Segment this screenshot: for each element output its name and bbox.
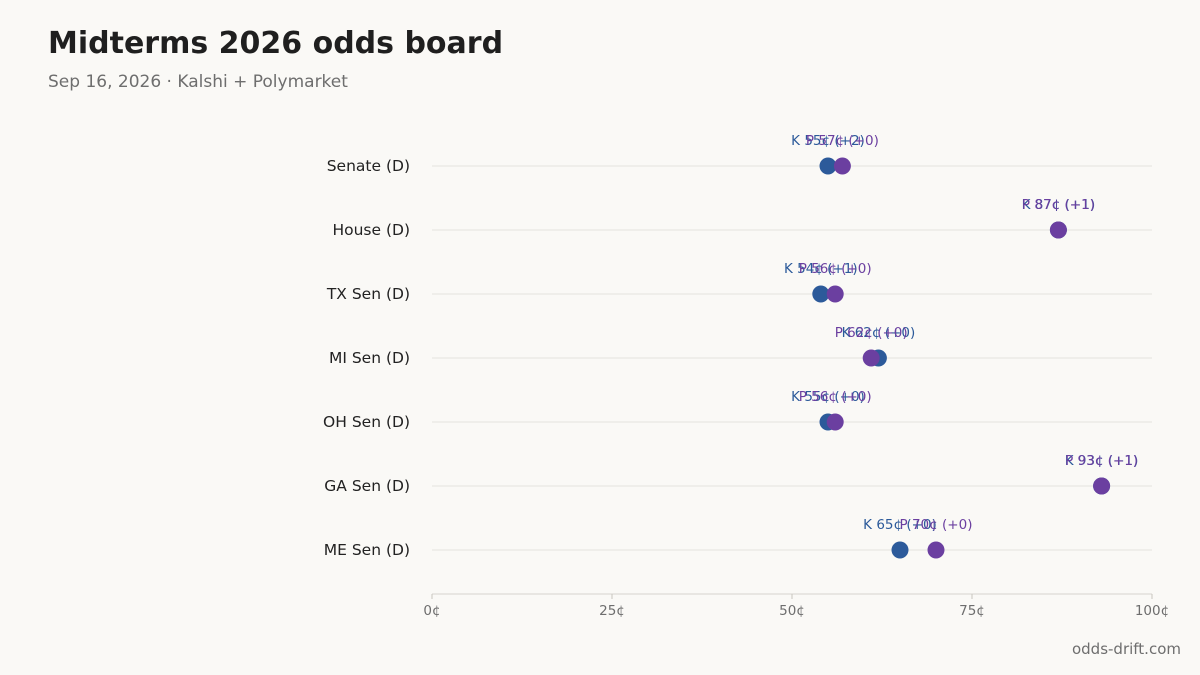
x-tick-label: 50¢ xyxy=(779,603,805,619)
polymarket-data-label: P 70¢ (+0) xyxy=(900,517,973,533)
row-label: OH Sen (D) xyxy=(323,413,410,431)
kalshi-data-label: K 87¢ (+1) xyxy=(1022,197,1096,213)
polymarket-point xyxy=(862,349,880,367)
kalshi-data-label: K 55¢ (+2) xyxy=(791,133,865,149)
row-label: Senate (D) xyxy=(327,157,410,175)
kalshi-data-label: K 54¢ (+1) xyxy=(784,261,858,277)
row-label: House (D) xyxy=(332,221,410,239)
kalshi-point xyxy=(819,157,837,175)
source-credit: odds-drift.com xyxy=(1071,640,1181,658)
polymarket-point xyxy=(826,413,844,431)
polymarket-point xyxy=(1049,221,1067,239)
row-label: TX Sen (D) xyxy=(326,285,410,303)
x-tick-label: 0¢ xyxy=(423,603,440,619)
kalshi-data-label: K 93¢ (+1) xyxy=(1065,453,1139,469)
kalshi-data-label: K 62¢ (+0) xyxy=(842,325,916,341)
polymarket-point xyxy=(833,157,851,175)
chart-title: Midterms 2026 odds board xyxy=(48,26,504,61)
kalshi-data-label: K 65¢ (+0) xyxy=(863,517,937,533)
polymarket-point xyxy=(1093,477,1111,495)
kalshi-point xyxy=(812,285,830,303)
x-tick-label: 75¢ xyxy=(959,603,985,619)
row-label: GA Sen (D) xyxy=(324,477,410,495)
polymarket-data-label: P 56¢ (+0) xyxy=(799,389,872,405)
row-label: ME Sen (D) xyxy=(324,541,410,559)
polymarket-data-label: P 93¢ (+1) xyxy=(1065,453,1138,469)
kalshi-data-label: K 55¢ (+0) xyxy=(791,389,865,405)
x-tick-label: 25¢ xyxy=(599,603,625,619)
kalshi-point xyxy=(891,541,909,559)
polymarket-point xyxy=(927,541,945,559)
polymarket-data-label: P 57¢ (+0) xyxy=(806,133,879,149)
x-tick-label: 100¢ xyxy=(1135,603,1169,619)
polymarket-point xyxy=(826,285,844,303)
polymarket-data-label: P 87¢ (+1) xyxy=(1022,197,1095,213)
chart-subtitle: Sep 16, 2026 · Kalshi + Polymarket xyxy=(48,72,348,92)
polymarket-data-label: P 62¢ (+0) xyxy=(835,325,908,341)
row-label: MI Sen (D) xyxy=(329,349,410,367)
polymarket-data-label: P 56¢ (+0) xyxy=(799,261,872,277)
